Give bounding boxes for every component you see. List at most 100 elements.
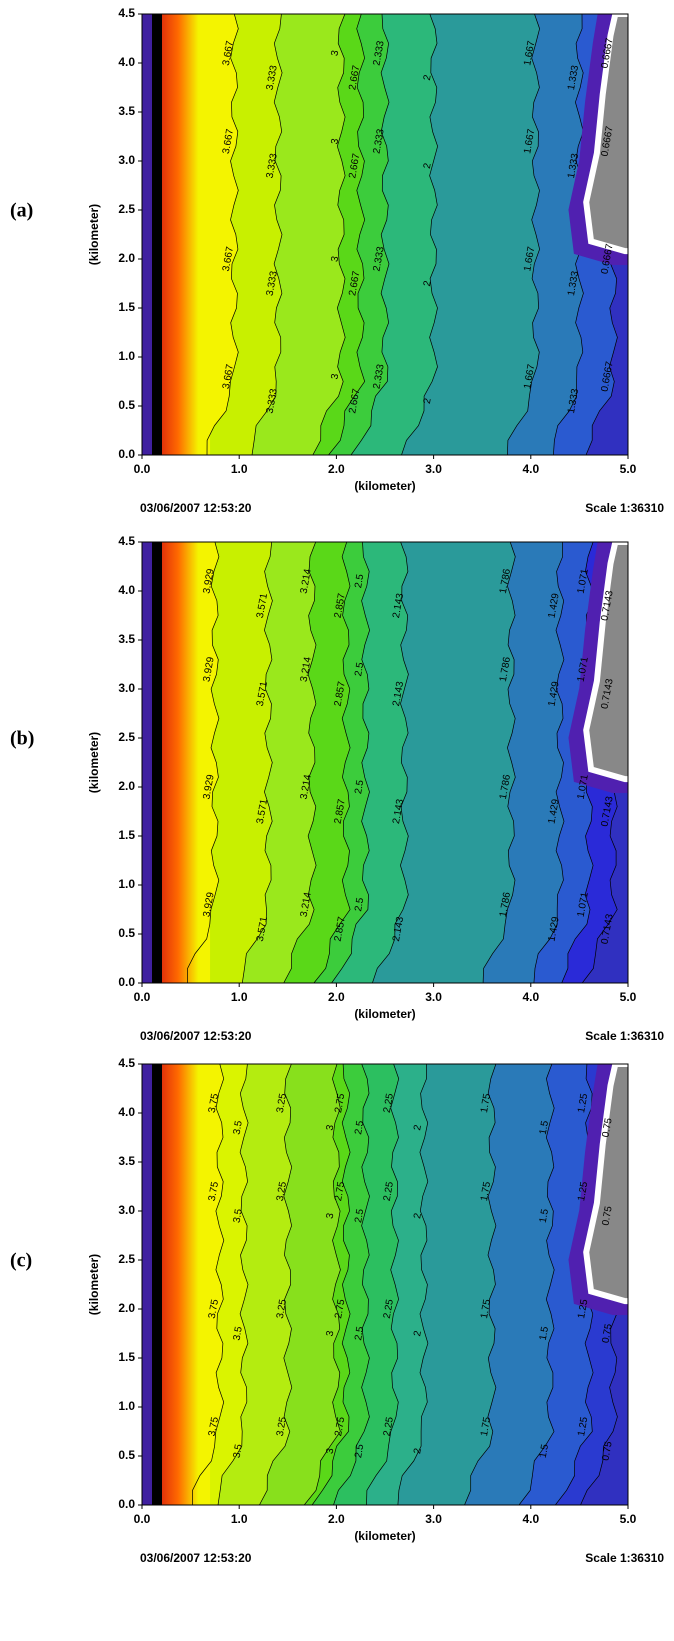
- contour-label: 1.75: [479, 1298, 493, 1320]
- contour-label: 1.667: [522, 363, 537, 390]
- x-tick-label: 2.0: [328, 1512, 345, 1526]
- contour-label: 0.7143: [599, 913, 615, 945]
- contour-label: 2.5: [353, 896, 366, 912]
- y-tick-label: 4.0: [118, 583, 135, 597]
- contour-label: 3: [329, 372, 341, 380]
- y-tick-label: 2.5: [118, 730, 135, 744]
- contour-label: 2: [412, 1124, 424, 1132]
- boundary-strip: [152, 542, 162, 983]
- contour-line: [303, 1064, 341, 1505]
- contour-label: 3.75: [207, 1092, 221, 1114]
- contour-label: 2.5: [353, 573, 366, 589]
- contour-label: 0.75: [600, 1117, 614, 1139]
- contour-label: 3.5: [232, 1443, 245, 1459]
- x-tick-label: 2.0: [328, 462, 345, 476]
- y-tick-label: 0.0: [118, 975, 135, 989]
- contour-label: 1.786: [498, 568, 513, 595]
- contour-line: [312, 14, 346, 455]
- x-axis-title: (kilometer): [354, 1529, 415, 1543]
- contour-label: 2.25: [382, 1416, 396, 1438]
- contour-label: 2.5: [353, 779, 366, 795]
- y-tick-label: 4.5: [118, 534, 135, 548]
- contour-label: 3: [329, 137, 341, 145]
- contour-label: 3.333: [265, 152, 280, 179]
- contour-label: 2.25: [382, 1180, 396, 1202]
- contour-line: [283, 542, 317, 983]
- land: [583, 542, 628, 783]
- contour-label: 2.667: [347, 387, 362, 414]
- panel-label: (a): [10, 200, 33, 222]
- contour-label: 2: [422, 162, 434, 170]
- contour-label: 3.214: [299, 656, 314, 683]
- contour-label: 3: [329, 255, 341, 263]
- y-tick-label: 4.0: [118, 1105, 135, 1119]
- x-tick-label: 0.0: [134, 1512, 151, 1526]
- y-tick-label: 3.5: [118, 104, 135, 118]
- y-tick-label: 2.5: [118, 1252, 135, 1266]
- contour-line: [313, 542, 351, 983]
- contour-label: 1.333: [566, 387, 581, 414]
- contour-label: 3.571: [255, 798, 270, 825]
- contour-label: 0.7143: [599, 589, 615, 621]
- contour-label: 2.667: [347, 64, 362, 91]
- x-tick-label: 1.0: [231, 990, 248, 1004]
- contour-line: [331, 542, 370, 983]
- contour-label: 2.143: [391, 592, 406, 619]
- contour-line: [482, 542, 516, 983]
- plot-frame: [141, 13, 629, 456]
- contour-label: 2.75: [333, 1298, 347, 1320]
- plot-area: 3.75 3.75 3.75 3.75 3.5 3.5 3.5 3.5 3.25 3.25 3.25…: [142, 1064, 628, 1505]
- contour-line: [192, 1064, 225, 1505]
- contour-label: 3.929: [201, 891, 216, 918]
- y-axis-title: (kilometer): [87, 204, 101, 265]
- contour-label: 1.75: [479, 1092, 493, 1114]
- y-tick-label: 3.0: [118, 681, 135, 695]
- contour-label: 2.857: [333, 592, 348, 619]
- contour-line: [187, 542, 220, 983]
- boundary-edge: [142, 1064, 152, 1505]
- contour-label: 2: [422, 74, 434, 82]
- contour-label: 2.5: [353, 1443, 366, 1459]
- contour-label: 3.333: [265, 387, 280, 414]
- y-tick-label: 1.0: [118, 1399, 135, 1413]
- y-tick-label: 1.5: [118, 1350, 135, 1364]
- contour-label: 2.857: [333, 798, 348, 825]
- contour-label: 2.75: [333, 1416, 347, 1438]
- contour-label: 3.667: [221, 128, 236, 155]
- contour-label: 3.25: [275, 1416, 289, 1438]
- contour-label: 1.667: [522, 245, 537, 272]
- contour-label: 1.75: [479, 1416, 493, 1438]
- x-axis-title: (kilometer): [354, 1007, 415, 1021]
- x-tick-label: 4.0: [522, 990, 539, 1004]
- contour-label: 2.5: [353, 661, 366, 677]
- contour-label: 1.5: [538, 1443, 551, 1459]
- contour-label: 0.75: [600, 1205, 614, 1227]
- contour-label: 1.25: [576, 1416, 590, 1438]
- boundary-strip: [152, 1064, 162, 1505]
- contour-label: 3.667: [221, 40, 236, 67]
- x-tick-label: 1.0: [231, 462, 248, 476]
- contour-label: 1.667: [522, 40, 537, 67]
- contour-label: 2.75: [333, 1180, 347, 1202]
- contour-label: 1.75: [479, 1180, 493, 1202]
- contour-label: 3: [329, 49, 341, 57]
- contour-label: 1.333: [566, 64, 581, 91]
- contour-label: 2.5: [353, 1325, 366, 1341]
- contour-label: 1.333: [566, 152, 581, 179]
- land: [583, 14, 628, 255]
- x-tick-label: 4.0: [522, 1512, 539, 1526]
- contour-line: [217, 1064, 249, 1505]
- contour-line: [251, 14, 283, 455]
- land: [583, 1064, 628, 1305]
- contour-label: 2.5: [353, 1119, 366, 1135]
- y-tick-label: 2.0: [118, 1301, 135, 1315]
- contour-label: 1.429: [547, 592, 562, 619]
- contour-label: 3: [325, 1124, 337, 1132]
- contour-label: 2.857: [333, 680, 348, 707]
- contour-label: 1.25: [576, 1092, 590, 1114]
- boundary-strip: [152, 14, 162, 455]
- contour-label: 1.25: [576, 1180, 590, 1202]
- contour-label: 2.667: [347, 270, 362, 297]
- contour-label: 0.75: [600, 1440, 614, 1462]
- contour-label: 1.071: [576, 773, 591, 800]
